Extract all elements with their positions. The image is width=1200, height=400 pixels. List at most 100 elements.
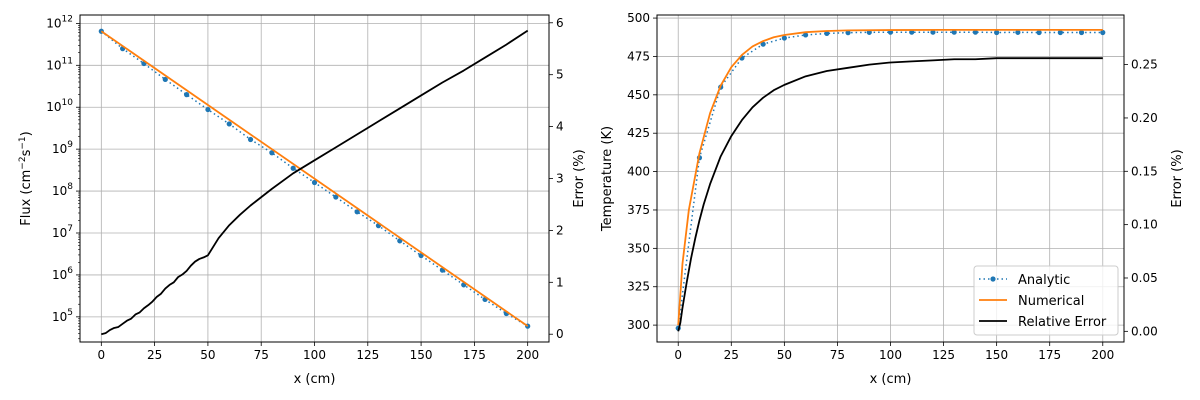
x-tick-label: 200 bbox=[1091, 348, 1114, 362]
y-tick-label: 300 bbox=[627, 318, 650, 332]
y-tick-exponent: 7 bbox=[67, 224, 73, 234]
series-analytic-point bbox=[994, 29, 1000, 36]
x-tick-label: 50 bbox=[200, 348, 215, 362]
x-tick-label: 0 bbox=[674, 348, 682, 362]
series-analytic-point bbox=[760, 41, 766, 47]
legend-analytic-label: Analytic bbox=[1018, 273, 1070, 288]
x-axis-label: x (cm) bbox=[870, 372, 912, 387]
y-tick-base: 10 bbox=[52, 268, 67, 282]
y2-tick-label: 4 bbox=[556, 120, 564, 134]
y2-axis-ticks: 0.00 0.05 0.10 0.15 0.20 0.25 bbox=[1124, 58, 1158, 338]
y-tick-exponent: 6 bbox=[67, 266, 73, 276]
y-axis-label-base: Flux (cm bbox=[19, 170, 34, 226]
y2-tick-label: 1 bbox=[556, 275, 564, 289]
series-analytic-point bbox=[1078, 29, 1085, 36]
y-tick-base: 10 bbox=[52, 142, 67, 156]
x-tick-label: 25 bbox=[147, 348, 162, 362]
series-analytic-line bbox=[677, 31, 1103, 329]
series-analytic-point bbox=[205, 106, 211, 113]
y-tick-exponent: 10 bbox=[62, 98, 74, 108]
y-axis-ticks: 300 325 350 375 400 425 450 475 500 bbox=[627, 11, 657, 332]
y-tick-base: 10 bbox=[46, 58, 61, 72]
y-tick-base: 10 bbox=[52, 184, 67, 198]
x-axis-ticks: 0 25 50 75 100 125 150 175 200 bbox=[97, 342, 539, 362]
series-analytic-point bbox=[930, 29, 936, 35]
y-tick-label: 450 bbox=[627, 88, 650, 102]
y-axis-label: Flux (cm−2s−1) bbox=[18, 131, 34, 225]
x-tick-label: 125 bbox=[932, 348, 955, 362]
series-analytic-point bbox=[1100, 29, 1106, 36]
series-analytic-point bbox=[183, 92, 190, 98]
series-analytic-point bbox=[845, 30, 851, 36]
grid bbox=[657, 15, 1124, 342]
y2-tick-label: 2 bbox=[556, 223, 564, 237]
y2-tick-label: 5 bbox=[556, 68, 564, 82]
x-axis-label: x (cm) bbox=[294, 372, 336, 387]
series-relative-error-line bbox=[677, 57, 1103, 332]
y2-tick-label: 0.00 bbox=[1131, 324, 1158, 338]
series-analytic-point bbox=[972, 29, 979, 35]
y-tick-label: 108 bbox=[52, 182, 73, 198]
y-axis-label-end: ) bbox=[19, 131, 34, 136]
y-tick-label: 105 bbox=[52, 308, 73, 324]
legend-error-label: Relative Error bbox=[1018, 315, 1107, 330]
y2-tick-label: 3 bbox=[556, 172, 564, 186]
x-tick-label: 175 bbox=[1038, 348, 1061, 362]
series-relative-error-line bbox=[101, 29, 529, 336]
legend-numerical-label: Numerical bbox=[1018, 294, 1084, 309]
y-tick-label: 325 bbox=[627, 280, 650, 294]
y2-tick-label: 0.10 bbox=[1131, 218, 1158, 232]
legend: Analytic Numerical Relative Error bbox=[973, 265, 1119, 336]
series-analytic-point bbox=[333, 194, 339, 200]
series-analytic-point bbox=[226, 121, 232, 127]
x-tick-label: 25 bbox=[724, 348, 739, 362]
y2-axis-ticks: 0 1 2 3 4 5 6 bbox=[549, 16, 564, 341]
temperature-chart: 0 25 50 75 100 125 150 175 200 300 325 350 375 400 42… bbox=[600, 11, 1185, 387]
x-tick-label: 150 bbox=[410, 348, 433, 362]
y-tick-base: 10 bbox=[46, 100, 61, 114]
series-numerical-line bbox=[100, 30, 529, 327]
y-axis-label-exponent-1: −2 bbox=[18, 156, 28, 169]
series-analytic-point bbox=[1015, 29, 1021, 35]
x-tick-label: 75 bbox=[254, 348, 269, 362]
y-axis-label: Temperature (K) bbox=[600, 126, 615, 232]
y2-tick-label: 0.15 bbox=[1131, 164, 1158, 178]
legend-frame bbox=[973, 265, 1119, 336]
y-tick-exponent: 8 bbox=[67, 182, 73, 192]
series-analytic-point bbox=[311, 179, 318, 186]
y-tick-base: 10 bbox=[52, 226, 67, 240]
y-axis-label-exponent-2: −1 bbox=[18, 136, 28, 149]
x-tick-label: 125 bbox=[356, 348, 379, 362]
y-tick-exponent: 9 bbox=[67, 140, 73, 150]
series-analytic-point bbox=[247, 136, 254, 143]
series-analytic-point bbox=[162, 76, 168, 83]
y-tick-label: 375 bbox=[627, 203, 650, 217]
y2-tick-label: 0.25 bbox=[1131, 58, 1158, 72]
grid bbox=[80, 15, 549, 342]
y-tick-label: 500 bbox=[627, 11, 650, 25]
series-analytic-point bbox=[354, 209, 360, 215]
y-tick-label: 350 bbox=[627, 241, 650, 255]
x-tick-label: 75 bbox=[830, 348, 845, 362]
y-tick-exponent: 12 bbox=[62, 14, 73, 24]
y-axis-label-unit: s bbox=[19, 149, 34, 156]
x-tick-label: 100 bbox=[879, 348, 902, 362]
series-analytic-point bbox=[269, 150, 275, 156]
y2-tick-label: 0.05 bbox=[1131, 271, 1158, 285]
y-tick-label: 400 bbox=[627, 165, 650, 179]
y-tick-label: 475 bbox=[627, 49, 650, 63]
series-analytic-point bbox=[781, 35, 787, 41]
x-tick-label: 175 bbox=[463, 348, 486, 362]
y-tick-base: 10 bbox=[52, 310, 67, 324]
series-analytic-point bbox=[802, 32, 809, 38]
y-tick-label: 106 bbox=[52, 266, 73, 282]
y2-tick-label: 0.20 bbox=[1131, 111, 1158, 125]
series-analytic-point bbox=[290, 165, 296, 171]
series-analytic-point bbox=[1036, 29, 1042, 36]
y-tick-label: 425 bbox=[627, 126, 650, 140]
series-analytic-point bbox=[824, 30, 830, 37]
y-tick-label: 109 bbox=[52, 140, 73, 156]
x-tick-label: 150 bbox=[985, 348, 1008, 362]
